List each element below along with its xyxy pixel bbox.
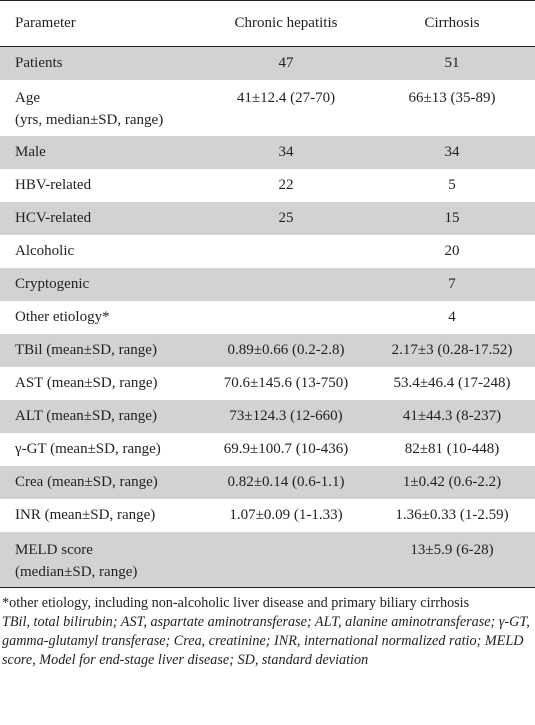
row-cirrhosis-value: 2.17±3 (0.28-17.52) — [391, 342, 513, 358]
table-row: Other etiology* 4 — [0, 301, 535, 334]
row-param: Male — [15, 144, 46, 160]
row-param: γ-GT (mean±SD, range) — [15, 441, 161, 457]
abbreviations-note: TBil, total bilirubin; AST, aspartate am… — [2, 614, 530, 668]
table-row: Patients 47 51 — [0, 46, 535, 80]
table-header: Parameter Chronic hepatitis Cirrhosis — [0, 0, 535, 47]
table-row: Crea (mean±SD, range) 0.82±0.14 (0.6-1.1… — [0, 465, 535, 499]
row-cirrhosis-value: 20 — [444, 243, 460, 259]
row-param: Crea (mean±SD, range) — [15, 474, 158, 490]
patient-characteristics-table: Parameter Chronic hepatitis Cirrhosis Pa… — [0, 0, 535, 588]
row-cirrhosis-value: 53.4±46.4 (17-248) — [393, 375, 511, 391]
table-row: ALT (mean±SD, range) 73±124.3 (12-660) 4… — [0, 399, 535, 433]
table-row: TBil (mean±SD, range) 0.89±0.66 (0.2-2.8… — [0, 333, 535, 367]
row-chronic-value: 0.82±0.14 (0.6-1.1) — [227, 474, 345, 490]
table-row: Alcoholic 20 — [0, 235, 535, 268]
row-param: Age (yrs, median±SD, range) — [0, 80, 203, 136]
row-chronic-value: 25 — [278, 210, 294, 226]
row-cirrhosis-value: 15 — [444, 210, 460, 226]
row-cirrhosis-value: 1.36±0.33 (1-2.59) — [395, 507, 509, 523]
row-param-line1: Age — [15, 89, 40, 106]
header-cirrhosis: Cirrhosis — [369, 0, 535, 47]
table-row: MELD score (median±SD, range) 13±5.9 (6-… — [0, 531, 535, 588]
row-param: HBV-related — [15, 177, 92, 193]
table-row: INR (mean±SD, range) 1.07±0.09 (1-1.33) … — [0, 499, 535, 532]
row-chronic-value: 73±124.3 (12-660) — [229, 408, 343, 424]
row-param: ALT (mean±SD, range) — [15, 408, 157, 424]
row-cirrhosis-value: 66±13 (35-89) — [408, 89, 496, 106]
row-chronic-value: 1.07±0.09 (1-1.33) — [229, 507, 343, 523]
table-row: HCV-related 25 15 — [0, 201, 535, 235]
table-row: Male 34 34 — [0, 135, 535, 169]
row-param: AST (mean±SD, range) — [15, 375, 158, 391]
row-chronic-value: 0.89±0.66 (0.2-2.8) — [227, 342, 345, 358]
row-chronic-value: 41±12.4 (27-70) — [236, 89, 336, 106]
header-chronic-hepatitis: Chronic hepatitis — [203, 0, 369, 47]
row-param: MELD score (median±SD, range) — [0, 531, 203, 588]
row-chronic-value — [203, 268, 369, 301]
row-chronic-value: 70.6±145.6 (13-750) — [223, 375, 349, 391]
etiology-footnote: *other etiology, including non-alcoholic… — [2, 595, 470, 611]
row-param: Other etiology* — [15, 309, 110, 325]
table-row: Age (yrs, median±SD, range) 41±12.4 (27-… — [0, 80, 535, 136]
row-param: TBil (mean±SD, range) — [15, 342, 157, 358]
row-param: HCV-related — [15, 210, 92, 226]
table-notes: *other etiology, including non-alcoholic… — [0, 588, 535, 670]
table-body: Patients 47 51 Age (yrs, median±SD, rang… — [0, 46, 535, 588]
row-cirrhosis-value: 7 — [448, 276, 456, 292]
row-param: Patients — [15, 55, 63, 72]
row-cirrhosis-value: 4 — [448, 309, 456, 325]
table-row: AST (mean±SD, range) 70.6±145.6 (13-750)… — [0, 367, 535, 400]
row-chronic-value: 22 — [278, 177, 294, 193]
row-chronic-value — [203, 235, 369, 268]
row-cirrhosis-value: 34 — [444, 144, 460, 160]
table-row: Cryptogenic 7 — [0, 267, 535, 301]
row-chronic-value: 47 — [278, 55, 294, 72]
row-cirrhosis-value: 13±5.9 (6-28) — [369, 531, 535, 588]
row-param-line2: (median±SD, range) — [15, 563, 138, 580]
row-chronic-value: 34 — [278, 144, 294, 160]
row-param: Cryptogenic — [15, 276, 90, 292]
row-param-line1: MELD score — [15, 541, 93, 558]
row-param-line2: (yrs, median±SD, range) — [15, 111, 164, 128]
table-container: Parameter Chronic hepatitis Cirrhosis Pa… — [0, 0, 535, 670]
row-chronic-value — [203, 301, 369, 334]
table-row: γ-GT (mean±SD, range) 69.9±100.7 (10-436… — [0, 433, 535, 466]
header-parameter: Parameter — [0, 0, 203, 47]
row-cirrhosis-value: 51 — [444, 55, 460, 72]
row-chronic-value: 69.9±100.7 (10-436) — [223, 441, 349, 457]
row-cirrhosis-value: 82±81 (10-448) — [404, 441, 500, 457]
row-param: Alcoholic — [15, 243, 75, 259]
row-cirrhosis-value: 41±44.3 (8-237) — [402, 408, 502, 424]
row-cirrhosis-value: 5 — [448, 177, 456, 193]
row-cirrhosis-value: 1±0.42 (0.6-2.2) — [402, 474, 502, 490]
header-row: Parameter Chronic hepatitis Cirrhosis — [0, 0, 535, 47]
row-param: INR (mean±SD, range) — [15, 507, 156, 523]
table-row: HBV-related 22 5 — [0, 169, 535, 202]
row-chronic-value — [203, 531, 369, 588]
